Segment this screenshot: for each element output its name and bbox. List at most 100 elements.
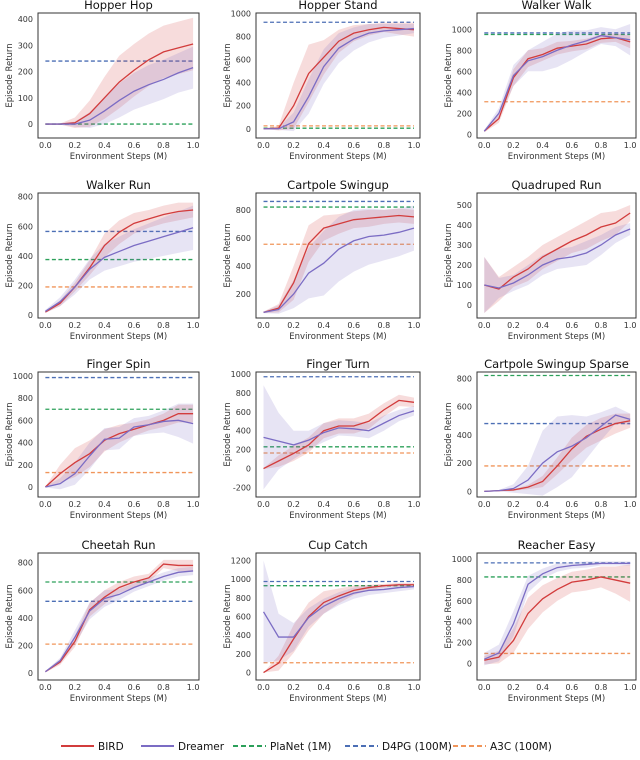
y-axis-label: Episode Return bbox=[444, 43, 454, 107]
x-tick-label: 0.4 bbox=[98, 683, 111, 692]
x-tick-label: 0.2 bbox=[69, 500, 82, 509]
line-bird bbox=[263, 584, 414, 674]
x-tick-label: 0.2 bbox=[507, 683, 520, 692]
band-dreamer bbox=[263, 560, 414, 664]
plot-area bbox=[45, 17, 194, 129]
line-bird bbox=[263, 399, 415, 470]
plot-frame bbox=[37, 552, 200, 681]
x-tick-label: 0.6 bbox=[565, 321, 578, 330]
plot-area bbox=[483, 24, 631, 133]
legend-item-a3c: A3C (100M) bbox=[453, 741, 552, 753]
x-tick-label: 0.4 bbox=[536, 321, 549, 330]
x-tick-label: 0.0 bbox=[257, 321, 270, 330]
panel-quadruped-run: Quadruped Run 0 100 200 300 400 500 0.0 0.2 0.4 0.… bbox=[444, 178, 637, 342]
band-bird bbox=[263, 394, 414, 470]
y-axis-label: Episode Return bbox=[5, 223, 15, 287]
y-tick-label: 1000 bbox=[231, 575, 251, 584]
y-tick-label: 200 bbox=[18, 68, 33, 77]
line-dreamer bbox=[45, 419, 194, 488]
line-bird bbox=[484, 420, 631, 492]
legend-label: D4PG (100M) bbox=[382, 741, 452, 753]
x-tick-label: 0.8 bbox=[157, 683, 170, 692]
y-tick-label: 600 bbox=[457, 597, 472, 606]
y-tick-label: 400 bbox=[18, 439, 33, 448]
x-tick-label: 0.8 bbox=[378, 683, 391, 692]
y-tick-label: 800 bbox=[236, 33, 251, 42]
line-dreamer bbox=[484, 414, 631, 492]
plot-area bbox=[263, 21, 415, 132]
plot-frame bbox=[476, 552, 637, 681]
y-axis-label: Episode Return bbox=[223, 584, 233, 648]
y-axis-label: Episode Return bbox=[444, 223, 454, 287]
line-dreamer bbox=[484, 562, 631, 660]
y-tick-label: 1000 bbox=[452, 25, 472, 34]
panel-title: Cartpole Swingup bbox=[287, 178, 389, 192]
x-tick-label: 0.8 bbox=[378, 321, 391, 330]
panel-title: Walker Run bbox=[86, 178, 151, 192]
panel-walker-run: Walker Run 0 200 400 600 800 0.0 0.2 0.4 0.6 0.8 1.… bbox=[5, 178, 200, 342]
band-dreamer bbox=[263, 23, 414, 132]
y-tick-label: 200 bbox=[457, 639, 472, 648]
y-tick-label: 200 bbox=[457, 109, 472, 118]
y-tick-label: 400 bbox=[457, 88, 472, 97]
y-tick-label: 400 bbox=[236, 262, 251, 271]
x-tick-label: 1.0 bbox=[408, 321, 421, 330]
plot-area bbox=[44, 559, 194, 673]
panel-title: Cup Catch bbox=[308, 538, 367, 552]
y-tick-label: 400 bbox=[457, 431, 472, 440]
panel-hopper-stand: Hopper Stand 0 200 400 600 800 1000 0.0 0.2 0.4 0.… bbox=[223, 0, 421, 162]
y-axis-label: Episode Return bbox=[444, 402, 454, 466]
line-dreamer bbox=[44, 570, 194, 673]
x-tick-label: 1.0 bbox=[187, 683, 200, 692]
x-tick-label: 0.8 bbox=[595, 500, 608, 509]
x-tick-label: 0.6 bbox=[128, 321, 141, 330]
x-tick-label: 0.2 bbox=[287, 141, 300, 150]
band-bird bbox=[45, 17, 194, 129]
x-tick-label: 0.4 bbox=[98, 321, 111, 330]
band-bird bbox=[484, 33, 631, 133]
y-tick-label: 200 bbox=[18, 281, 33, 290]
y-tick-label: 300 bbox=[457, 241, 472, 250]
x-tick-label: 0.0 bbox=[39, 141, 52, 150]
y-tick-label: 800 bbox=[457, 576, 472, 585]
x-tick-label: 0.2 bbox=[287, 321, 300, 330]
x-tick-label: 0.0 bbox=[257, 141, 270, 150]
panel-cheetah-run: Cheetah Run 0 200 400 600 800 0.0 0.2 0.4 0.6 0.8 1… bbox=[5, 538, 200, 704]
x-tick-label: 0.6 bbox=[347, 321, 360, 330]
x-tick-label: 0.8 bbox=[595, 321, 608, 330]
panel-cartpole-swingup: Cartpole Swingup 200 400 600 800 0.0 0.2 0.4 0.6… bbox=[223, 178, 421, 342]
x-tick-label: 0.4 bbox=[98, 141, 111, 150]
x-axis-label: Environment Steps (M) bbox=[70, 694, 167, 704]
plot-area bbox=[263, 200, 415, 314]
y-tick-label: 0 bbox=[28, 669, 33, 678]
band-dreamer bbox=[45, 403, 194, 490]
x-tick-label: 0.4 bbox=[317, 141, 330, 150]
plot-frame bbox=[37, 12, 200, 139]
x-tick-label: 0.6 bbox=[347, 141, 360, 150]
x-tick-label: 0.0 bbox=[478, 683, 491, 692]
band-dreamer bbox=[484, 561, 631, 666]
x-tick-label: 0.6 bbox=[128, 683, 141, 692]
y-tick-label: 0 bbox=[467, 487, 472, 496]
panel-title: Cartpole Swingup Sparse bbox=[484, 357, 629, 371]
x-tick-label: 0.4 bbox=[98, 500, 111, 509]
y-tick-label: 800 bbox=[18, 394, 33, 403]
x-tick-label: 1.0 bbox=[624, 321, 637, 330]
y-tick-label: 200 bbox=[457, 261, 472, 270]
y-tick-label: 0 bbox=[246, 125, 251, 134]
y-tick-label: 0 bbox=[467, 130, 472, 139]
y-tick-label: 800 bbox=[236, 389, 251, 398]
x-axis-label: Environment Steps (M) bbox=[289, 152, 386, 162]
y-tick-label: 600 bbox=[236, 234, 251, 243]
x-tick-label: 1.0 bbox=[408, 683, 421, 692]
y-tick-label: 200 bbox=[236, 102, 251, 111]
band-bird bbox=[45, 404, 194, 488]
y-tick-label: 1000 bbox=[231, 10, 251, 19]
y-tick-label: 0 bbox=[28, 311, 33, 320]
line-dreamer bbox=[45, 67, 194, 125]
x-tick-label: 0.6 bbox=[565, 141, 578, 150]
line-bird bbox=[484, 212, 631, 290]
band-dreamer bbox=[484, 223, 631, 313]
x-tick-label: 1.0 bbox=[624, 683, 637, 692]
x-tick-label: 1.0 bbox=[408, 141, 421, 150]
